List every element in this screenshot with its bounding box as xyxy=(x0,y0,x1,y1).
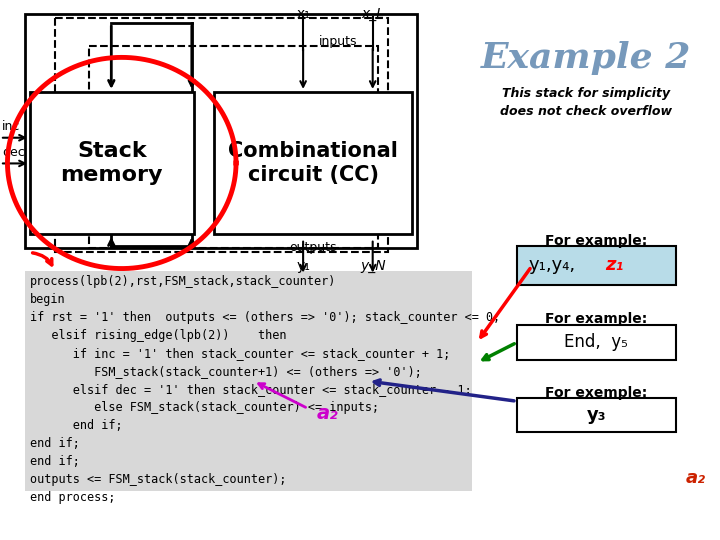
Bar xyxy=(30,92,194,234)
Text: Example 2: Example 2 xyxy=(481,42,691,75)
Bar xyxy=(89,46,378,248)
Bar xyxy=(517,246,676,285)
Bar xyxy=(517,397,676,433)
Bar xyxy=(55,18,387,253)
Text: inputs: inputs xyxy=(319,35,357,48)
Text: outputs: outputs xyxy=(289,240,337,254)
Text: y₁,y₄,: y₁,y₄, xyxy=(529,256,576,274)
Bar xyxy=(25,271,472,491)
Text: y_N: y_N xyxy=(360,259,385,273)
Text: For example:: For example: xyxy=(545,312,647,326)
Text: y₃: y₃ xyxy=(587,406,606,424)
Text: For example:: For example: xyxy=(545,234,647,248)
Text: inc: inc xyxy=(2,120,20,133)
Text: dec: dec xyxy=(2,146,24,159)
Text: Stack
memory: Stack memory xyxy=(60,140,163,185)
Text: Combinational
circuit (CC): Combinational circuit (CC) xyxy=(228,140,398,185)
Text: y₁: y₁ xyxy=(296,259,310,273)
Text: z₁: z₁ xyxy=(605,256,624,274)
Text: x₁: x₁ xyxy=(296,8,310,22)
Text: a₂: a₂ xyxy=(317,404,339,423)
Bar xyxy=(214,92,413,234)
Text: This stack for simplicity
does not check overflow: This stack for simplicity does not check… xyxy=(500,87,672,118)
Text: End,  y₅: End, y₅ xyxy=(564,334,628,352)
Text: a₂: a₂ xyxy=(685,469,706,487)
Bar xyxy=(517,325,676,360)
Text: For exemple:: For exemple: xyxy=(545,386,647,400)
Text: x_L: x_L xyxy=(361,8,384,22)
Text: process(lpb(2),rst,FSM_stack,stack_counter)
begin
if rst = '1' then  outputs <= : process(lpb(2),rst,FSM_stack,stack_count… xyxy=(30,275,500,504)
Bar xyxy=(25,14,418,248)
